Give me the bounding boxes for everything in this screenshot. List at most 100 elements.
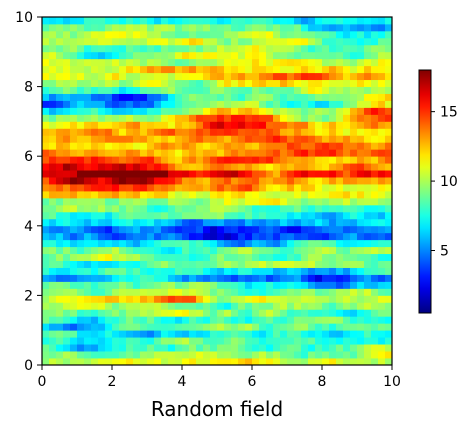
- heatmap-cell: [182, 288, 190, 296]
- heatmap-cell: [287, 142, 295, 150]
- heatmap-cell: [350, 358, 358, 366]
- heatmap-cell: [287, 316, 295, 324]
- heatmap-cell: [182, 17, 190, 25]
- heatmap-cell: [294, 197, 302, 206]
- heatmap-cell: [329, 295, 337, 303]
- heatmap-cell: [140, 177, 148, 185]
- heatmap-cell: [196, 86, 204, 94]
- heatmap-cell: [252, 323, 260, 331]
- heatmap-cell: [112, 337, 120, 345]
- heatmap-cell: [182, 65, 190, 74]
- heatmap-cell: [126, 23, 134, 32]
- heatmap-cell: [49, 330, 57, 338]
- heatmap-cell: [322, 86, 330, 94]
- heatmap-cell: [203, 239, 211, 248]
- heatmap-cell: [280, 128, 288, 136]
- heatmap-cell: [105, 246, 113, 255]
- heatmap-cell: [154, 79, 162, 87]
- heatmap-cell: [98, 37, 106, 46]
- heatmap-cell: [217, 344, 225, 352]
- heatmap-cell: [259, 246, 267, 255]
- heatmap-cell: [224, 86, 232, 94]
- heatmap-cell: [168, 302, 176, 310]
- heatmap-cell: [119, 204, 127, 213]
- heatmap-cell: [385, 135, 393, 143]
- heatmap-cell: [126, 58, 134, 67]
- heatmap-cell: [161, 100, 169, 108]
- heatmap-cell: [385, 30, 393, 39]
- heatmap-cell: [308, 121, 316, 129]
- heatmap-cell: [77, 44, 85, 53]
- heatmap-cell: [329, 316, 337, 324]
- heatmap-cell: [112, 204, 120, 213]
- heatmap-cell: [189, 58, 197, 67]
- heatmap-cell: [63, 316, 71, 324]
- heatmap-cell: [147, 65, 155, 74]
- heatmap-cell: [371, 51, 379, 60]
- heatmap-cell: [84, 107, 92, 115]
- heatmap-cell: [105, 288, 113, 296]
- heatmap-cell: [154, 267, 162, 275]
- heatmap-cell: [210, 86, 218, 94]
- heatmap-cell: [126, 100, 134, 108]
- heatmap-cell: [217, 309, 225, 317]
- heatmap-cell: [168, 246, 176, 255]
- heatmap-cell: [217, 100, 225, 108]
- heatmap-cell: [133, 65, 141, 74]
- heatmap-cell: [217, 225, 225, 234]
- heatmap-cell: [168, 211, 176, 220]
- heatmap-cell: [70, 23, 78, 32]
- heatmap-cell: [294, 44, 302, 53]
- heatmap-cell: [98, 351, 106, 359]
- heatmap-cell: [49, 17, 57, 25]
- heatmap-cell: [63, 58, 71, 67]
- heatmap-cell: [203, 79, 211, 87]
- heatmap-cell: [63, 30, 71, 39]
- heatmap-cell: [350, 142, 358, 150]
- heatmap-cell: [217, 302, 225, 310]
- heatmap-cell: [189, 107, 197, 115]
- heatmap-cell: [308, 170, 316, 178]
- heatmap-cell: [147, 177, 155, 185]
- heatmap-cell: [378, 156, 386, 164]
- heatmap-cell: [336, 323, 344, 331]
- heatmap-cell: [336, 72, 344, 81]
- heatmap-cell: [224, 65, 232, 74]
- heatmap-cell: [385, 142, 393, 150]
- heatmap-cell: [294, 337, 302, 345]
- heatmap-cell: [385, 309, 393, 317]
- heatmap-cell: [112, 156, 120, 164]
- heatmap-cell: [273, 37, 281, 46]
- heatmap-cell: [378, 295, 386, 303]
- heatmap-cell: [336, 246, 344, 255]
- heatmap-cell: [147, 58, 155, 67]
- heatmap-cell: [182, 302, 190, 310]
- heatmap-cell: [119, 211, 127, 220]
- heatmap-cell: [154, 232, 162, 241]
- heatmap-cell: [154, 107, 162, 115]
- heatmap-cell: [49, 72, 57, 81]
- heatmap-cell: [126, 302, 134, 310]
- heatmap-cell: [385, 37, 393, 46]
- heatmap-cell: [168, 218, 176, 227]
- heatmap-cell: [210, 23, 218, 32]
- heatmap-cell: [343, 156, 351, 164]
- heatmap-cell: [266, 170, 274, 178]
- heatmap-cell: [343, 142, 351, 150]
- heatmap-cell: [77, 170, 85, 178]
- heatmap-cell: [280, 197, 288, 206]
- heatmap-cell: [119, 177, 127, 185]
- heatmap-cell: [210, 163, 218, 171]
- heatmap-cell: [84, 302, 92, 310]
- heatmap-cell: [315, 37, 323, 46]
- heatmap-cell: [238, 37, 246, 46]
- heatmap-cell: [49, 246, 57, 255]
- heatmap-cell: [301, 17, 309, 25]
- heatmap-cell: [56, 142, 64, 150]
- heatmap-cell: [280, 330, 288, 338]
- heatmap-cell: [154, 93, 162, 101]
- heatmap-cell: [84, 114, 92, 122]
- heatmap-cell: [378, 274, 386, 282]
- heatmap-cell: [245, 65, 253, 74]
- heatmap-cell: [77, 337, 85, 345]
